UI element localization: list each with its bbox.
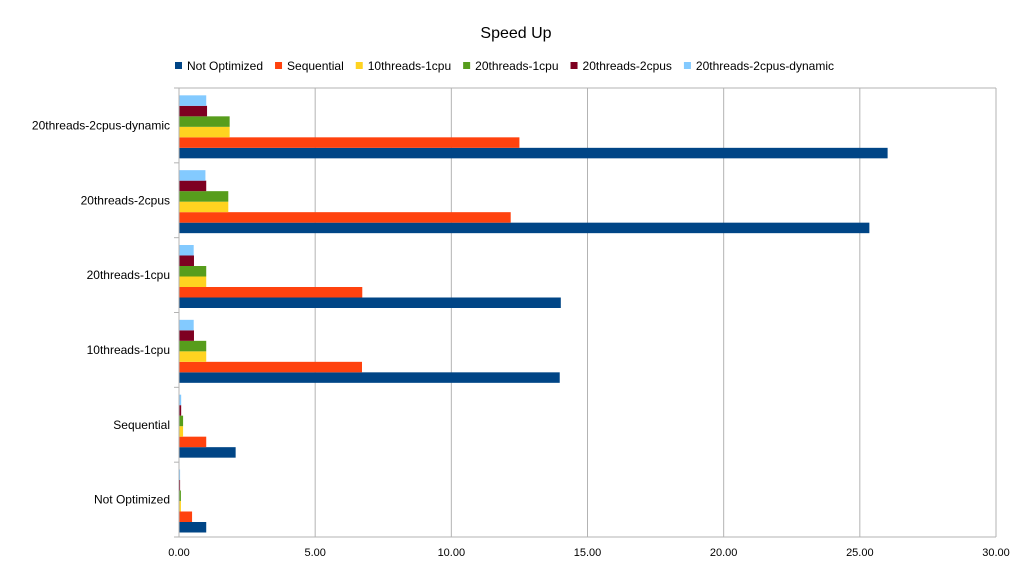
bar [179,447,236,458]
legend-swatch [175,62,182,69]
bar [179,201,229,213]
category-label: Not Optimized [94,493,170,507]
x-tick-labels: 0.00 5.00 10.00 15.00 20.00 25.00 30.00 [168,547,1009,559]
bar [179,297,561,308]
legend-label: 10threads-1cpu [368,59,451,73]
bar [179,212,511,223]
bar [179,426,184,437]
bar [179,405,182,416]
bar [179,330,194,341]
bar [179,266,207,277]
legend-label: 20threads-2cpus [583,59,672,73]
category-label: 20threads-2cpus-dynamic [32,118,170,132]
x-tick-label: 5.00 [304,547,325,559]
chart-title: Speed Up [480,25,551,42]
x-tick-label: 30.00 [982,547,1010,559]
bar [179,180,207,192]
bar [179,245,194,256]
legend-swatch [275,62,283,69]
legend-swatch [570,62,578,69]
x-tick-label: 15.00 [574,547,602,559]
category-label: 20threads-2cpus [81,193,170,207]
bar [179,255,194,266]
bar [179,351,207,362]
bar [179,394,182,406]
bar [179,361,363,373]
bar [179,222,870,234]
bars [179,95,888,533]
legend-swatch [463,62,471,69]
bar [179,501,181,512]
legend-swatch [355,62,363,69]
category-label: 20threads-1cpu [87,268,170,282]
bar [179,340,207,352]
bar [179,170,206,181]
bar [179,469,181,480]
x-tick-label: 20.00 [710,547,738,559]
legend-label: 20threads-2cpus-dynamic [696,59,834,73]
bar [179,105,208,117]
x-tick-label: 10.00 [438,547,466,559]
legend-label: 20threads-1cpu [475,59,558,73]
bar [179,95,207,106]
bar [179,191,229,202]
legend-label: Not Optimized [187,59,263,73]
category-labels: Not Optimized Sequential 10threads-1cpu 20t… [32,118,170,506]
category-label: 10threads-1cpu [87,343,170,357]
bar [179,147,888,159]
legend-label: Sequential [287,59,344,73]
bar [179,511,193,522]
bar [179,490,181,501]
bar [179,276,207,287]
bar [179,137,520,148]
legend-swatch [683,62,691,69]
bar [179,287,363,298]
axes [174,87,996,538]
bar [179,126,230,138]
x-tick-label: 25.00 [846,547,874,559]
bar [179,116,230,127]
legend: Not Optimized Sequential 10threads-1cpu 20t… [175,59,834,73]
bar [179,319,194,331]
bar [179,436,207,448]
x-tick-label: 0.00 [168,547,189,559]
bar [179,415,184,427]
bar [179,480,181,491]
gridlines [178,88,997,537]
category-label: Sequential [113,418,170,432]
bar [179,372,560,383]
bar [179,522,207,533]
